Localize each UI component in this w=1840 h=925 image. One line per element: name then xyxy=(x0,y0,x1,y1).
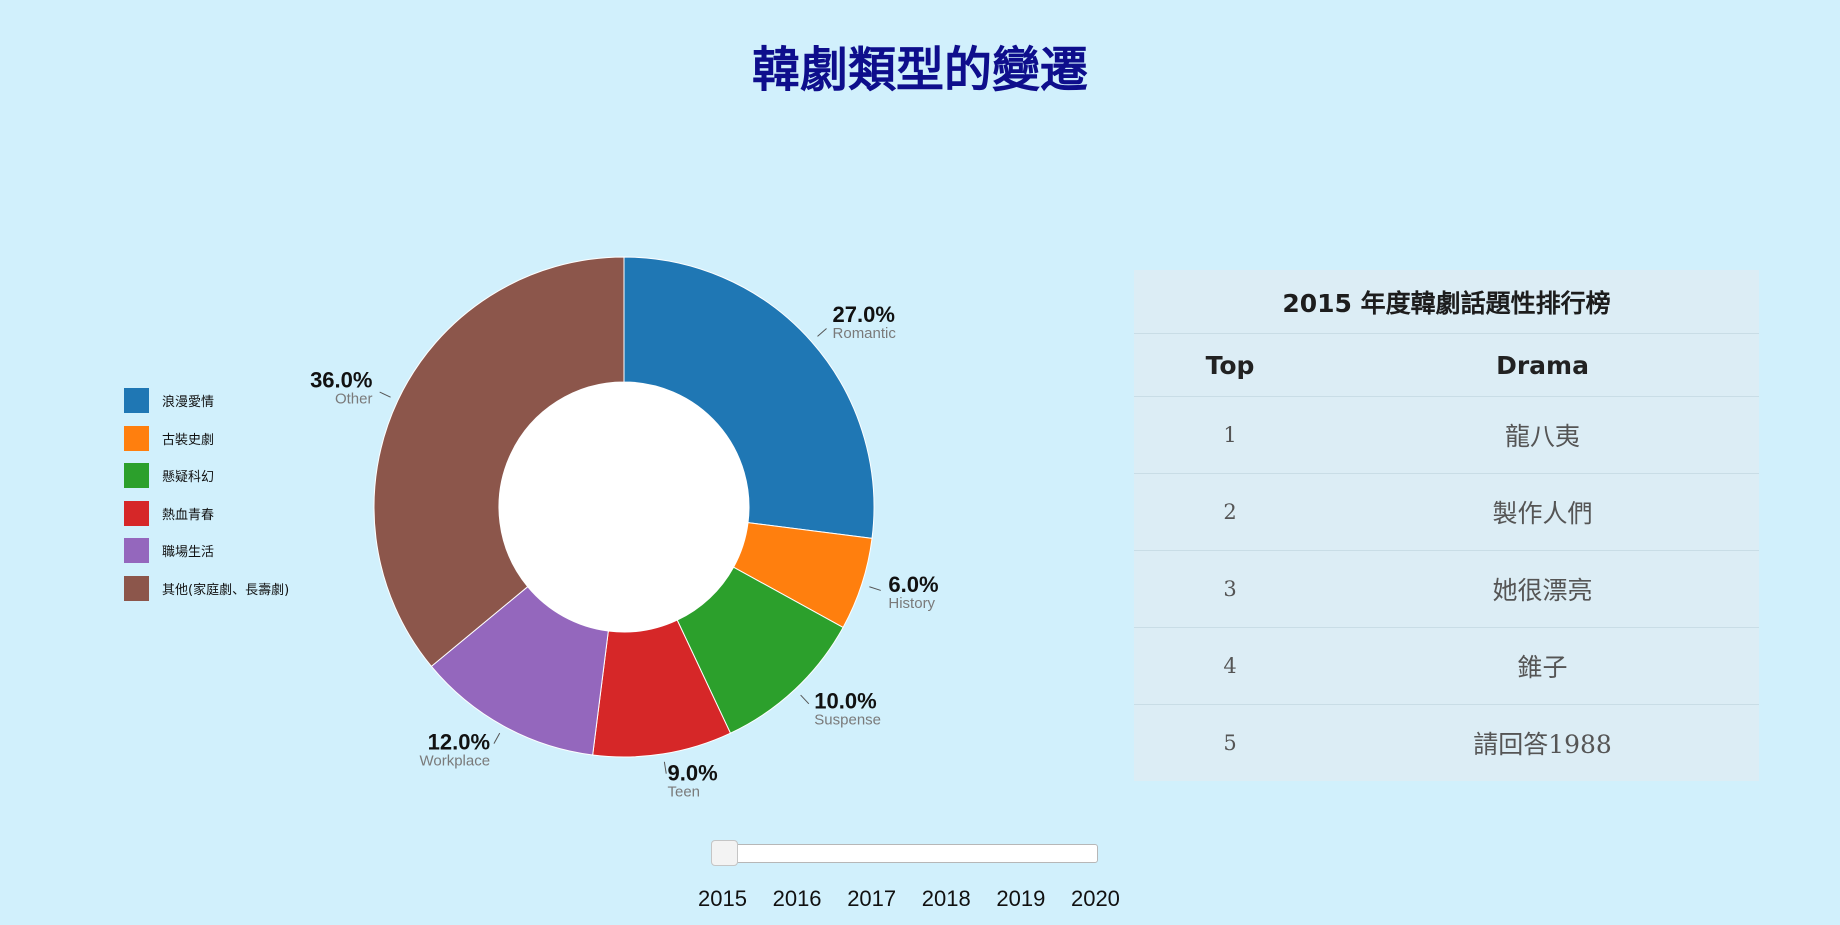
legend-swatch-youth xyxy=(124,500,149,526)
drama-cell: 請回答1988 xyxy=(1473,730,1612,759)
slice-category-label: Teen xyxy=(667,784,700,801)
legend-item-workplace: 職場生活 xyxy=(124,532,289,570)
table-row: 5 請回答1988 xyxy=(1134,705,1759,782)
ranking-title: 2015 年度韓劇話題性排行榜 xyxy=(1134,270,1759,334)
year-labels: 2015 2016 2017 2018 2019 2020 xyxy=(698,886,1146,912)
legend-swatch-suspense xyxy=(124,463,149,489)
slice-category-label: Workplace xyxy=(419,753,490,770)
rank-cell: 2 xyxy=(1134,473,1326,551)
rank-cell: 5 xyxy=(1223,731,1237,755)
label-leader-line xyxy=(800,694,810,705)
label-leader-line xyxy=(817,328,827,337)
legend-label-suspense: 懸疑科幻 xyxy=(162,470,215,486)
year-slider-track[interactable] xyxy=(712,844,1098,863)
legend-label-romance: 浪漫愛情 xyxy=(162,395,215,411)
rank-cell: 1 xyxy=(1134,396,1326,474)
ranking-header-top: Top xyxy=(1134,333,1326,397)
ranking-table: 2015 年度韓劇話題性排行榜 Top Drama 1 龍八夷 2 製作人們 3… xyxy=(1134,270,1759,781)
slice-category-label: Other xyxy=(335,391,373,408)
legend-swatch-other xyxy=(124,575,149,601)
ranking-header-drama: Drama xyxy=(1326,333,1759,397)
legend-swatch-workplace xyxy=(124,538,149,564)
slice-value-label: 12.0% xyxy=(428,730,490,755)
drama-cell: 龍八夷 xyxy=(1326,396,1759,474)
legend-item-romance: 浪漫愛情 xyxy=(124,382,289,420)
legend-item-historical: 古裝史劇 xyxy=(124,420,289,458)
drama-cell: 她很漂亮 xyxy=(1326,550,1759,628)
rank-cell: 3 xyxy=(1134,550,1326,628)
label-leader-line xyxy=(493,732,501,744)
label-leader-line xyxy=(663,761,667,774)
ranking-title-row: 2015 年度韓劇話題性排行榜 xyxy=(1134,270,1759,334)
legend-swatch-romance xyxy=(124,388,149,414)
year-label[interactable]: 2017 xyxy=(847,886,897,911)
legend-label-historical: 古裝史劇 xyxy=(162,432,215,448)
legend-label-youth: 熱血青春 xyxy=(162,507,215,523)
slice-value-label: 36.0% xyxy=(310,368,372,393)
rank-cell: 4 xyxy=(1134,627,1326,705)
slice-value-label: 6.0% xyxy=(888,572,938,597)
year-label[interactable]: 2018 xyxy=(921,886,971,911)
slice-category-label: Suspense xyxy=(814,712,881,729)
year-label[interactable]: 2019 xyxy=(996,886,1046,911)
slice-category-label: History xyxy=(888,595,935,612)
legend-label-other: 其他(家庭劇、長壽劇) xyxy=(162,582,290,598)
donut-hole xyxy=(499,382,749,632)
label-leader-line xyxy=(869,586,881,591)
table-row: 1 龍八夷 xyxy=(1134,396,1759,474)
legend-swatch-historical xyxy=(124,425,149,451)
slice-value-label: 27.0% xyxy=(833,302,895,327)
table-row: 3 她很漂亮 xyxy=(1134,550,1759,628)
drama-cell: 錐子 xyxy=(1326,627,1759,705)
year-label[interactable]: 2015 xyxy=(698,886,747,911)
legend-item-youth: 熱血青春 xyxy=(124,495,289,533)
slice-value-label: 10.0% xyxy=(814,689,876,714)
table-row: 4 錐子 xyxy=(1134,627,1759,705)
legend-item-other: 其他(家庭劇、長壽劇) xyxy=(124,570,289,608)
legend-label-workplace: 職場生活 xyxy=(162,545,215,561)
legend-item-suspense: 懸疑科幻 xyxy=(124,457,289,495)
year-label[interactable]: 2020 xyxy=(1070,886,1120,911)
table-row: 2 製作人們 xyxy=(1134,473,1759,551)
slice-category-label: Romantic xyxy=(833,325,897,342)
year-label[interactable]: 2016 xyxy=(772,886,822,911)
chart-legend: 浪漫愛情 古裝史劇 懸疑科幻 熱血青春 職場生活 其他(家庭劇、長壽劇) xyxy=(124,382,289,607)
year-slider-handle[interactable] xyxy=(711,840,738,866)
label-leader-line xyxy=(379,391,391,398)
slice-value-label: 9.0% xyxy=(667,761,717,786)
drama-cell: 製作人們 xyxy=(1326,473,1759,551)
page-title: 韓劇類型的變遷 xyxy=(751,42,1088,98)
ranking-header-row: Top Drama xyxy=(1134,333,1759,397)
